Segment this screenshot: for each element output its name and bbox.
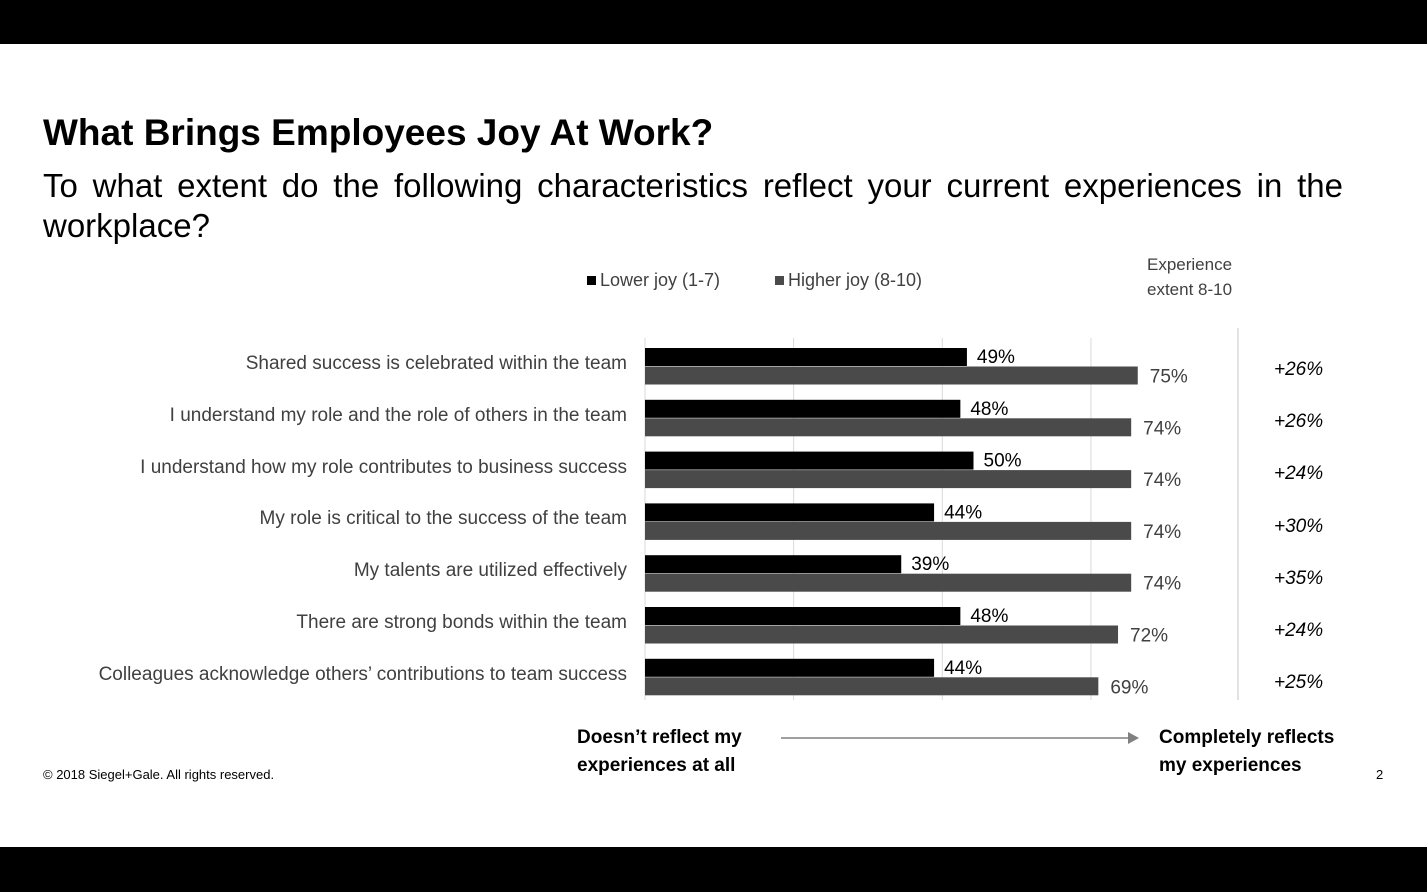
legend-item-higher-joy: Higher joy (8-10) [775, 270, 922, 291]
scale-left-line1: Doesn’t reflect my [577, 727, 742, 748]
bar-lower-joy [645, 555, 902, 574]
legend-label-higher-joy: Higher joy (8-10) [788, 270, 923, 290]
bar-higher-joy [645, 573, 1132, 592]
category-label: Shared success is celebrated within the … [245, 353, 627, 374]
category-label: My talents are utilized effectively [353, 560, 627, 582]
scale-left-line2: experiences at all [577, 755, 736, 776]
bar-higher-joy [645, 470, 1132, 489]
bar-lower-joy [645, 658, 935, 677]
data-label-higher-joy: 74% [1143, 522, 1181, 543]
data-label-lower-joy: 48% [970, 606, 1008, 627]
bar-higher-joy [645, 521, 1132, 540]
data-label-higher-joy: 69% [1110, 677, 1148, 698]
extent-header-line1: Experience [1147, 255, 1233, 274]
bar-lower-joy [645, 451, 974, 470]
category-label: My role is critical to the success of th… [259, 508, 627, 530]
page-number: 2 [1376, 767, 1384, 782]
data-label-lower-joy: 48% [970, 399, 1008, 420]
slide-title: What Brings Employees Joy At Work? [43, 112, 714, 153]
category-label: I understand how my role contributes to … [140, 456, 627, 478]
bar-lower-joy [645, 607, 961, 625]
legend-swatch-lower-joy [587, 276, 596, 285]
extent-header: Experience extent 8-10 [1147, 252, 1232, 302]
difference-value: +26% [1274, 411, 1324, 433]
bar-lower-joy [645, 503, 935, 522]
bar-higher-joy [645, 625, 1119, 644]
data-label-higher-joy: 74% [1143, 418, 1181, 439]
scale-right-line1: Completely reflects [1159, 727, 1335, 748]
bar-lower-joy [645, 399, 961, 418]
difference-value: +24% [1274, 620, 1324, 641]
data-label-higher-joy: 75% [1150, 367, 1188, 388]
difference-value: +30% [1274, 515, 1324, 537]
data-label-lower-joy: 44% [944, 658, 982, 679]
category-label: Colleagues acknowledge others’ contribut… [98, 663, 627, 685]
category-label: I understand my role and the role of oth… [169, 404, 627, 426]
slide [0, 44, 1427, 847]
scale-arrow-head [1128, 732, 1139, 744]
bar-lower-joy [645, 348, 967, 366]
category-label: There are strong bonds within the team [296, 612, 627, 633]
scale-right-line2: my experiences [1159, 755, 1302, 776]
legend-swatch-higher-joy [775, 276, 784, 285]
data-label-higher-joy: 74% [1143, 470, 1181, 491]
data-label-lower-joy: 49% [977, 347, 1015, 368]
data-label-lower-joy: 50% [984, 451, 1022, 472]
difference-value: +35% [1274, 567, 1324, 589]
data-label-lower-joy: 39% [911, 554, 949, 575]
legend-item-lower-joy: Lower joy (1-7) [587, 270, 720, 291]
extent-header-line2: extent 8-10 [1147, 280, 1233, 299]
data-label-higher-joy: 74% [1143, 574, 1181, 595]
data-label-higher-joy: 72% [1130, 626, 1168, 647]
scale-right-caption: Completely reflects my experiences [1159, 724, 1334, 780]
difference-value: +25% [1274, 672, 1324, 694]
copyright: © 2018 Siegel+Gale. All rights reserved. [43, 767, 275, 782]
bar-higher-joy [645, 366, 1138, 385]
bar-higher-joy [645, 418, 1132, 437]
difference-value: +24% [1274, 463, 1324, 485]
scale-left-caption: Doesn’t reflect my experiences at all [577, 724, 742, 780]
slide-subtitle: To what extent do the following characte… [43, 167, 1343, 244]
bar-higher-joy [645, 677, 1099, 696]
legend-label-lower-joy: Lower joy (1-7) [600, 270, 721, 290]
data-label-lower-joy: 44% [944, 502, 982, 523]
difference-value: +26% [1274, 359, 1324, 380]
